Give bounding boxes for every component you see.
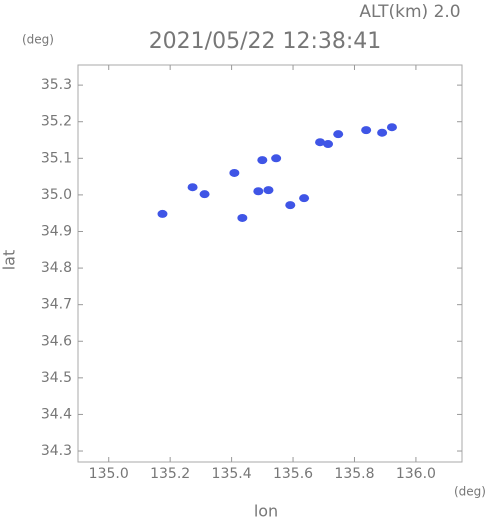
y-tick-label: 34.4 bbox=[41, 406, 72, 422]
echo-point bbox=[257, 156, 268, 165]
y-tick-label: 34.7 bbox=[41, 297, 72, 313]
y-tick-label: 35.1 bbox=[41, 150, 72, 166]
y-tick-label: 34.6 bbox=[41, 333, 72, 349]
echo-point bbox=[315, 138, 326, 147]
x-tick-label: 135.0 bbox=[89, 466, 129, 482]
y-tick-label: 34.9 bbox=[41, 223, 72, 239]
echo-point bbox=[361, 126, 372, 135]
y-tick-label: 35.0 bbox=[41, 187, 72, 203]
x-unit: (deg) bbox=[454, 485, 486, 499]
x-tick-label: 136.0 bbox=[396, 466, 436, 482]
echo-point bbox=[199, 190, 210, 199]
x-tick-label: 135.4 bbox=[212, 466, 252, 482]
y-unit: (deg) bbox=[22, 33, 54, 47]
echo-point bbox=[263, 186, 274, 195]
echo-point bbox=[271, 154, 282, 163]
chart-title: 2021/05/22 12:38:41 bbox=[149, 29, 382, 54]
echo-point bbox=[285, 201, 296, 210]
echo-point bbox=[386, 123, 397, 132]
y-tick-label: 35.3 bbox=[41, 77, 72, 93]
echo-point bbox=[237, 213, 248, 222]
y-tick-label: 35.2 bbox=[41, 114, 72, 130]
echo-point bbox=[187, 183, 198, 192]
y-tick-label: 34.3 bbox=[41, 443, 72, 459]
echo-point bbox=[253, 187, 264, 196]
y-axis-label: lat bbox=[0, 250, 19, 271]
y-tick-label: 34.5 bbox=[41, 370, 72, 386]
x-tick-label: 135.8 bbox=[334, 466, 374, 482]
header: ALT(km) 2.0 bbox=[359, 2, 460, 22]
x-tick-label: 135.2 bbox=[150, 466, 190, 482]
echo-point bbox=[157, 209, 168, 218]
x-tick-label: 135.6 bbox=[273, 466, 313, 482]
echo-point bbox=[377, 128, 388, 137]
echo-point bbox=[323, 140, 334, 149]
echo-point bbox=[229, 168, 240, 177]
y-tick-label: 34.8 bbox=[41, 260, 72, 276]
echo-point bbox=[333, 130, 344, 139]
x-axis-label: lon bbox=[254, 502, 278, 521]
plot-frame bbox=[77, 64, 463, 463]
echo-point bbox=[299, 194, 310, 203]
